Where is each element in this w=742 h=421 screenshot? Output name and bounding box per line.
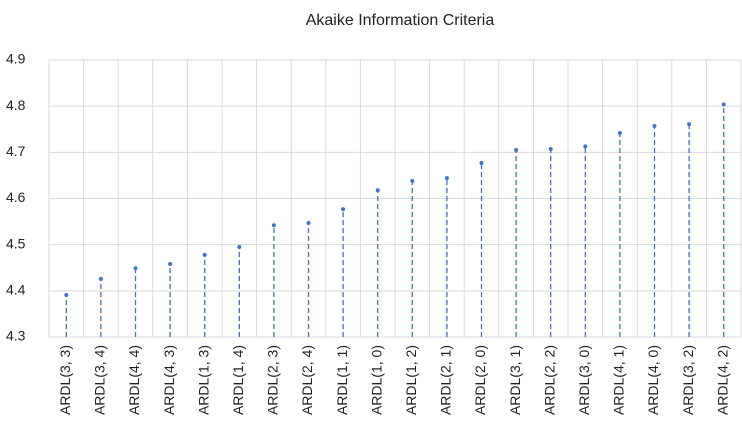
y-tick-label: 4.4 [6, 282, 26, 298]
y-tick-label: 4.9 [6, 51, 26, 67]
stem-marker [64, 292, 69, 297]
x-tick-label: ARDL(4, 2) [714, 345, 730, 415]
stem-marker [479, 160, 484, 165]
stem-marker [514, 148, 519, 153]
y-tick-label: 4.3 [6, 328, 26, 344]
stem-marker [617, 130, 622, 135]
x-tick-label: ARDL(4, 0) [645, 345, 661, 415]
stem-marker [202, 252, 207, 257]
x-tick-label: ARDL(2, 1) [438, 345, 454, 415]
chart-title: Akaike Information Criteria [306, 12, 495, 29]
stem-marker [652, 124, 657, 129]
stem-marker [548, 147, 553, 152]
x-tick-label: ARDL(3, 3) [57, 345, 73, 415]
x-tick-label: ARDL(1, 3) [195, 345, 211, 415]
x-tick-label: ARDL(2, 3) [265, 345, 281, 415]
x-tick-label: ARDL(1, 2) [403, 345, 419, 415]
y-tick-label: 4.5 [6, 235, 26, 251]
x-tick-label: ARDL(3, 1) [507, 345, 523, 415]
x-tick-label: ARDL(3, 2) [680, 345, 696, 415]
y-tick-label: 4.8 [6, 97, 26, 113]
stem-marker [583, 144, 588, 149]
stem-marker [306, 220, 311, 225]
y-tick-label: 4.7 [6, 143, 26, 159]
x-tick-label: ARDL(2, 4) [299, 345, 315, 415]
stem-marker [341, 207, 346, 212]
x-tick-label: ARDL(2, 0) [472, 345, 488, 415]
stem-marker [375, 188, 380, 193]
x-tick-label: ARDL(4, 1) [611, 345, 627, 415]
x-tick-label: ARDL(4, 4) [126, 345, 142, 415]
stem-marker [444, 176, 449, 181]
stem-marker [687, 122, 692, 127]
x-tick-label: ARDL(4, 3) [161, 345, 177, 415]
stem-marker [271, 223, 276, 228]
stem-marker [133, 266, 138, 271]
stem-marker [98, 276, 103, 281]
x-tick-label: ARDL(1, 0) [368, 345, 384, 415]
stem-marker [721, 102, 726, 107]
x-tick-label: ARDL(2, 2) [541, 345, 557, 415]
x-tick-label: ARDL(1, 1) [334, 345, 350, 415]
stem-marker [168, 262, 173, 267]
x-tick-label: ARDL(1, 4) [230, 345, 246, 415]
stem-marker [237, 244, 242, 249]
y-tick-label: 4.6 [6, 189, 26, 205]
x-tick-label: ARDL(3, 0) [576, 345, 592, 415]
x-tick-label: ARDL(3, 4) [92, 345, 108, 415]
stem-marker [410, 178, 415, 183]
